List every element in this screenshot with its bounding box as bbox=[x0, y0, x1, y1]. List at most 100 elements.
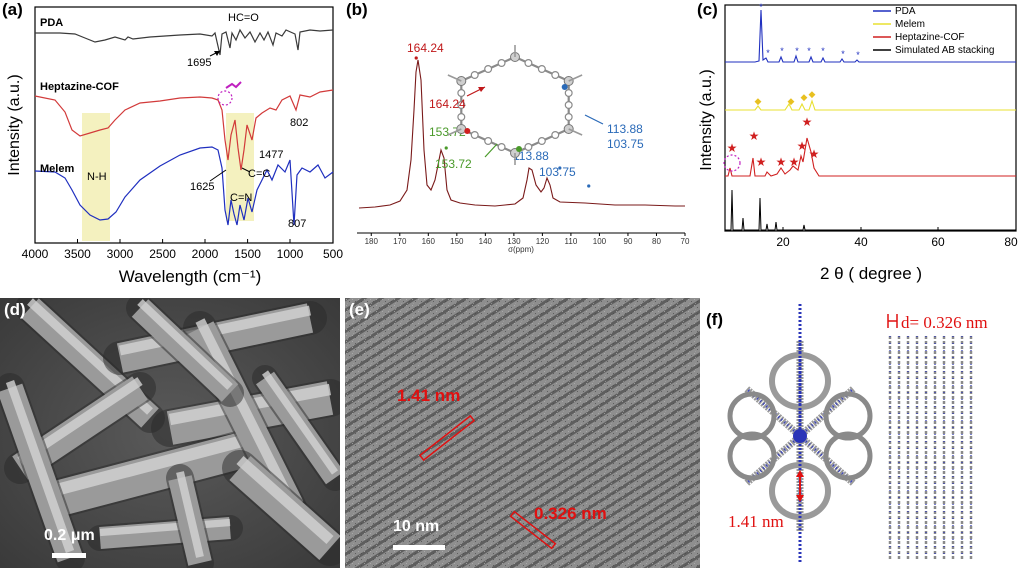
panel-c: (c) * * * * * * * * ◆ ◆ ◆ ◆ ★ ★ ★ ★ ★ ★ ★ ★ PDA bbox=[695, 0, 1024, 290]
svg-text:★: ★ bbox=[809, 147, 820, 161]
peak-marker bbox=[444, 146, 448, 150]
x-tick-1000: 1000 bbox=[277, 247, 304, 261]
x-tick-20: 20 bbox=[776, 235, 790, 249]
series-line-heptazine-cof bbox=[725, 137, 1016, 177]
panel-label-a: (a) bbox=[2, 0, 23, 19]
annotation-hco: HC=O bbox=[228, 12, 259, 24]
sem-nanorods-icon bbox=[0, 298, 340, 568]
lattice-marker-2 bbox=[509, 510, 557, 550]
legend-label-heptazine-cof: Heptazine-COF bbox=[895, 32, 964, 43]
annotation-807: 807 bbox=[288, 218, 306, 230]
scale-bar-label: 10 nm bbox=[393, 518, 440, 535]
lattice-marker-1 bbox=[418, 414, 476, 462]
plot-frame bbox=[724, 4, 1017, 232]
tem-image: (e) 1.41 nm 0.326 nm 10 nm bbox=[345, 298, 700, 568]
x-tick-4000: 4000 bbox=[22, 247, 49, 261]
svg-text:◆: ◆ bbox=[755, 96, 762, 106]
svg-text:*: * bbox=[856, 50, 860, 60]
svg-text:◆: ◆ bbox=[801, 92, 808, 102]
svg-text:*: * bbox=[759, 2, 763, 12]
svg-text:*: * bbox=[821, 46, 825, 56]
pore-size-label: 1.41 nm bbox=[728, 512, 784, 531]
svg-text:◆: ◆ bbox=[788, 96, 795, 106]
x-tick-label: 80 bbox=[652, 237, 661, 246]
annotation-cc: C=C bbox=[248, 168, 270, 180]
sem-image: (d) 0.2 μm bbox=[0, 298, 340, 568]
peak-label-103: 103.75 bbox=[539, 165, 576, 179]
spacing-label-1: 1.41 nm bbox=[397, 386, 461, 405]
x-tick-2000: 2000 bbox=[192, 247, 219, 261]
x-tick-label: 140 bbox=[479, 237, 493, 246]
svg-text:★: ★ bbox=[776, 155, 787, 169]
x-tick-500: 500 bbox=[323, 247, 343, 261]
svg-text:*: * bbox=[766, 48, 770, 58]
scale-bar-label: 0.2 μm bbox=[44, 527, 95, 544]
tem-lattice-icon bbox=[345, 298, 700, 568]
peak-marker bbox=[414, 56, 418, 60]
structure-label-153: 153.72 bbox=[435, 157, 472, 171]
x-tick-2500: 2500 bbox=[149, 247, 176, 261]
x-tick-label: 160 bbox=[422, 237, 436, 246]
svg-text:★: ★ bbox=[727, 141, 738, 155]
y-axis-label: Intensity (a.u.) bbox=[6, 74, 23, 175]
x-tick-label: 130 bbox=[507, 237, 521, 246]
d-spacing-label: d= 0.326 nm bbox=[901, 313, 988, 332]
peak-stars-cof: ★★★ ★ ★★ ★★ bbox=[727, 115, 820, 169]
structure-label-113: 113.88 bbox=[607, 122, 643, 136]
svg-text:◆: ◆ bbox=[809, 89, 816, 99]
svg-text:*: * bbox=[807, 46, 811, 56]
series-label-pda: PDA bbox=[40, 17, 63, 29]
panel-b: (b) 180 170 160 150 140 130 120 110 100 90 80 70 σ(… bbox=[345, 0, 695, 290]
ftir-chart: 4000 3500 3000 2500 2000 1500 1000 500 W… bbox=[6, 6, 344, 286]
series-line-melem bbox=[725, 99, 1016, 111]
svg-text:★: ★ bbox=[756, 155, 767, 169]
legend-label-melem: Melem bbox=[895, 19, 925, 30]
panel-label-f: (f) bbox=[706, 310, 723, 329]
series-line-nmr bbox=[358, 59, 685, 209]
series-line-pda bbox=[35, 28, 334, 56]
annotation-nh: N-H bbox=[87, 171, 107, 183]
annotation-cn: C=N bbox=[230, 192, 252, 204]
y-axis-label: Intensity (a.u.) bbox=[698, 69, 715, 170]
nmr-chart: 180 170 160 150 140 130 120 110 100 90 80 70 σ(ppm)… bbox=[357, 41, 690, 254]
panel-label-d: (d) bbox=[4, 300, 26, 319]
x-tick-label: 100 bbox=[593, 237, 607, 246]
structure-fragment-icon bbox=[225, 81, 242, 89]
xrd-chart: ** * * * * * * ◆ ◆ ◆ ◆ ★★★ ★ ★★ ★★ PDA Melem Hep… bbox=[698, 2, 1018, 283]
peak-stars-pda: * * * * * * * * bbox=[759, 2, 860, 60]
annotation-1695: 1695 bbox=[187, 57, 211, 69]
panel-a: (a) 4000 3500 3000 2500 2000 1500 1000 5… bbox=[0, 0, 345, 290]
peak-label-164: 164.24 bbox=[407, 41, 444, 55]
x-tick-label: 70 bbox=[681, 237, 690, 246]
panel-f: (f) d= 0.326 nm 1.41 nm bbox=[700, 298, 1024, 568]
svg-text:*: * bbox=[795, 46, 799, 56]
x-axis bbox=[782, 227, 1017, 231]
panel-label-b: (b) bbox=[346, 0, 368, 19]
cof-structure-icon bbox=[447, 45, 583, 165]
structure-label-103: 103.75 bbox=[607, 137, 644, 151]
x-tick-label: 180 bbox=[365, 237, 379, 246]
x-tick-60: 60 bbox=[931, 235, 945, 249]
legend-label-simulated: Simulated AB stacking bbox=[895, 45, 995, 56]
spacing-label-2: 0.326 nm bbox=[534, 504, 607, 523]
scale-bar bbox=[52, 553, 86, 558]
x-tick-label: 90 bbox=[624, 237, 633, 246]
svg-text:*: * bbox=[780, 46, 784, 56]
x-axis-label: σ(ppm) bbox=[508, 245, 534, 254]
svg-text:*: * bbox=[841, 49, 845, 59]
scale-bar bbox=[393, 545, 445, 550]
x-tick-labels: 180 170 160 150 140 130 120 110 100 90 80 70 bbox=[365, 237, 690, 246]
x-tick-3000: 3000 bbox=[107, 247, 134, 261]
cof-model-icon bbox=[727, 304, 973, 563]
x-tick-labels: 4000 3500 3000 2500 2000 1500 1000 500 bbox=[22, 247, 344, 261]
x-tick-labels: 20 40 60 80 bbox=[776, 235, 1018, 249]
x-axis-label: Wavelength (cm⁻¹) bbox=[119, 267, 261, 286]
x-axis bbox=[370, 233, 686, 236]
structure-label-164: 164.24 bbox=[429, 97, 466, 111]
x-axis-label: 2 θ ( degree ) bbox=[820, 264, 922, 283]
peak-label-113: 113.88 bbox=[513, 149, 549, 163]
series-label-melem: Melem bbox=[40, 163, 74, 175]
x-tick-label: 170 bbox=[393, 237, 407, 246]
series-label-heptazine-cof: Heptazine-COF bbox=[40, 81, 119, 93]
x-tick-40: 40 bbox=[854, 235, 868, 249]
